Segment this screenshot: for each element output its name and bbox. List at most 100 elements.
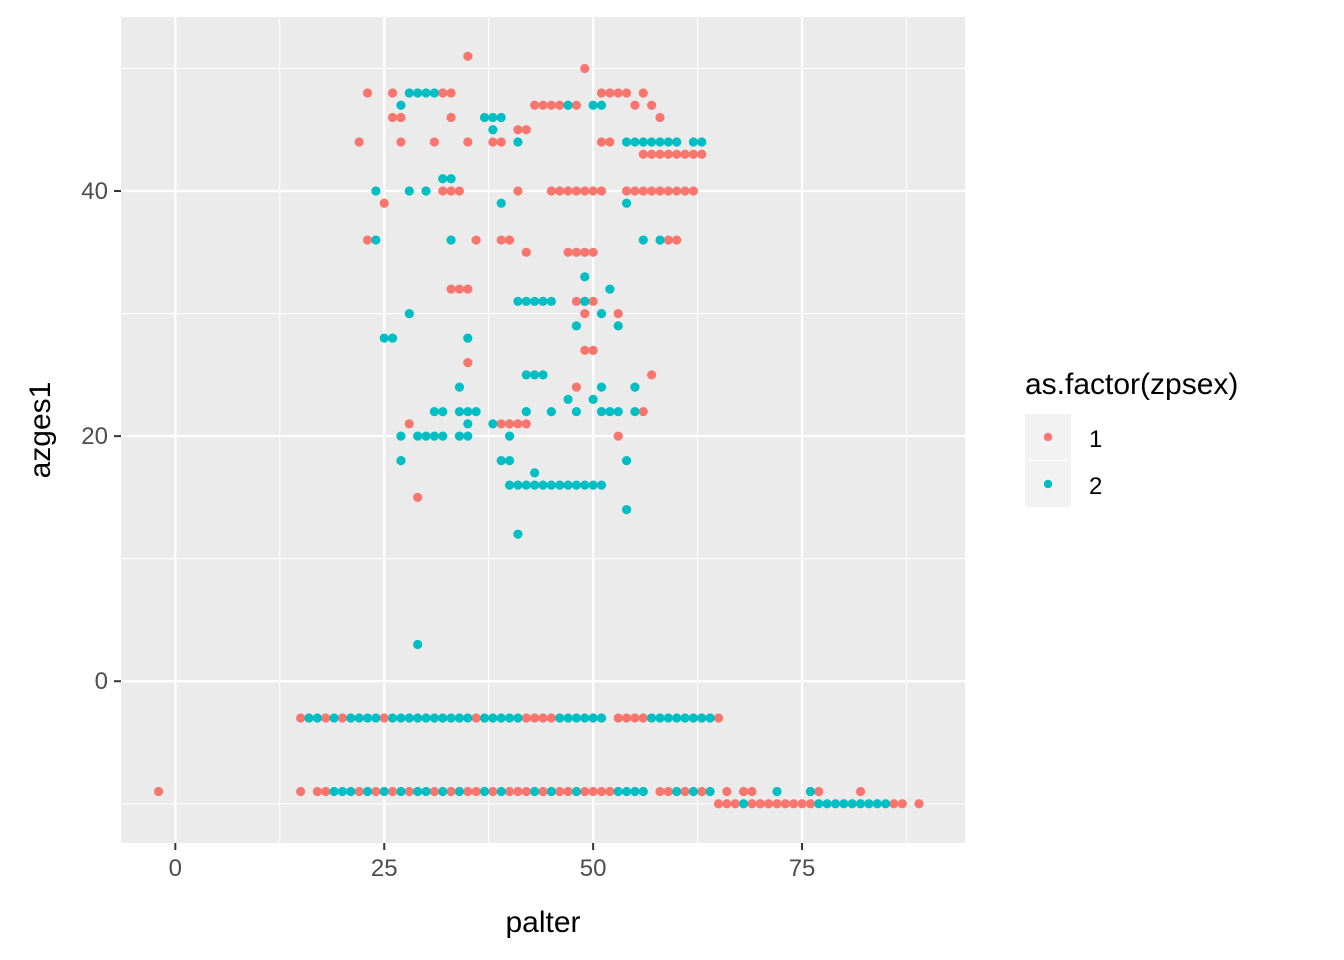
point-series-2 <box>346 713 356 723</box>
point-series-1 <box>413 492 423 503</box>
point-series-2 <box>822 799 832 809</box>
point-series-2 <box>479 713 490 723</box>
point-series-2 <box>647 713 657 723</box>
point-series-1 <box>680 149 690 159</box>
point-series-2 <box>688 713 699 723</box>
point-series-1 <box>429 786 439 797</box>
y-axis: 0 20 40 <box>81 178 121 695</box>
legend-marker-2 <box>1043 479 1053 489</box>
point-series-2 <box>496 713 506 723</box>
point-series-2 <box>630 786 640 797</box>
point-series-1 <box>504 235 515 245</box>
point-series-2 <box>371 186 381 196</box>
point-series-2 <box>530 480 540 490</box>
point-series-1 <box>647 149 657 159</box>
point-series-1 <box>463 284 473 294</box>
point-series-1 <box>621 88 632 98</box>
point-series-2 <box>396 431 406 441</box>
point-series-2 <box>413 88 423 98</box>
point-series-1 <box>546 713 556 723</box>
point-series-1 <box>571 247 582 257</box>
point-series-1 <box>404 786 414 797</box>
point-series-2 <box>580 296 590 306</box>
point-series-1 <box>630 186 640 196</box>
point-series-2 <box>521 407 531 417</box>
point-series-2 <box>864 799 874 809</box>
point-series-2 <box>496 198 506 208</box>
point-series-1 <box>446 284 456 294</box>
point-series-1 <box>538 713 548 723</box>
point-series-1 <box>730 799 740 809</box>
point-series-1 <box>580 345 590 355</box>
point-series-1 <box>396 112 406 123</box>
point-series-2 <box>463 407 473 417</box>
point-series-1 <box>379 198 389 208</box>
point-series-1 <box>621 186 632 196</box>
point-series-2 <box>530 468 540 478</box>
point-series-1 <box>580 308 590 319</box>
point-series-2 <box>772 786 782 797</box>
point-series-1 <box>613 713 623 723</box>
point-series-1 <box>496 419 506 429</box>
point-series-1 <box>438 186 448 196</box>
y-tick-label: 20 <box>81 423 108 450</box>
point-series-2 <box>329 786 339 797</box>
point-series-2 <box>530 786 540 797</box>
point-series-1 <box>897 799 907 809</box>
point-series-2 <box>705 713 715 723</box>
point-series-2 <box>454 431 465 441</box>
point-series-2 <box>655 137 665 147</box>
y-tick-label: 0 <box>95 668 108 695</box>
point-series-1 <box>789 799 799 809</box>
point-series-2 <box>596 480 607 490</box>
point-series-2 <box>446 174 456 184</box>
point-series-2 <box>596 308 607 319</box>
point-series-1 <box>354 786 364 797</box>
point-series-2 <box>496 456 506 466</box>
point-series-1 <box>638 713 648 723</box>
point-series-2 <box>672 786 682 797</box>
point-series-2 <box>563 100 573 110</box>
point-series-2 <box>630 407 640 417</box>
point-series-2 <box>479 786 490 797</box>
point-series-2 <box>830 799 841 809</box>
point-series-2 <box>404 186 414 196</box>
point-series-2 <box>413 431 423 441</box>
point-series-2 <box>421 186 431 196</box>
point-series-2 <box>463 431 473 441</box>
point-series-1 <box>647 186 657 196</box>
point-series-2 <box>438 431 448 441</box>
x-axis-title: palter <box>505 906 580 939</box>
x-tick-label: 0 <box>169 855 182 882</box>
point-series-2 <box>387 713 398 723</box>
point-series-1 <box>672 149 682 159</box>
point-series-2 <box>346 786 356 797</box>
point-series-2 <box>697 137 707 147</box>
point-series-1 <box>688 186 699 196</box>
legend-label-1: 1 <box>1089 426 1102 453</box>
point-series-1 <box>513 786 523 797</box>
point-series-2 <box>521 370 531 380</box>
point-series-1 <box>555 100 565 110</box>
point-series-1 <box>613 308 623 319</box>
point-series-1 <box>722 786 732 797</box>
point-series-2 <box>680 713 690 723</box>
point-series-2 <box>429 713 439 723</box>
point-series-1 <box>855 786 866 797</box>
point-series-1 <box>546 186 556 196</box>
point-series-2 <box>530 296 540 306</box>
point-series-2 <box>596 407 607 417</box>
point-series-2 <box>521 480 531 490</box>
point-series-2 <box>429 407 439 417</box>
point-series-1 <box>387 112 398 123</box>
point-series-1 <box>296 713 306 723</box>
point-series-2 <box>354 713 364 723</box>
point-series-2 <box>371 235 381 245</box>
point-series-2 <box>438 407 448 417</box>
point-series-2 <box>454 407 465 417</box>
point-series-2 <box>688 137 699 147</box>
point-series-1 <box>655 186 665 196</box>
point-series-2 <box>454 382 465 392</box>
point-series-1 <box>555 786 565 797</box>
point-series-2 <box>513 137 523 147</box>
